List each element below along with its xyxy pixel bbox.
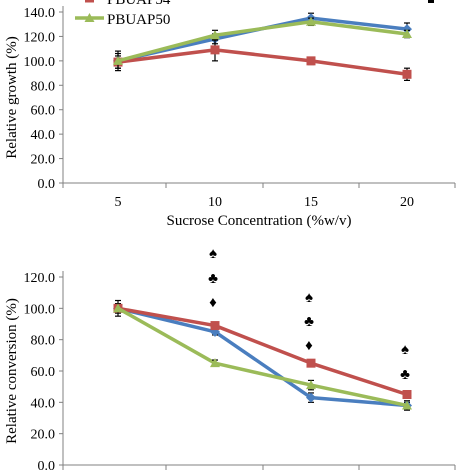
- data-point: [113, 303, 123, 313]
- data-point: [210, 321, 220, 331]
- annotation-symbol: ♠: [401, 342, 409, 358]
- series-line: [117, 48, 408, 77]
- x-tick-label: 15: [304, 195, 318, 210]
- annotation-symbol: ♠: [305, 290, 313, 306]
- data-point: [113, 55, 123, 65]
- series-line: [117, 306, 408, 397]
- legend-label: PBUAP54: [107, 0, 171, 8]
- y-axis-label: Relative conversion (%): [4, 298, 20, 444]
- y-tick-label: 120.0: [24, 271, 56, 286]
- data-point: [306, 392, 316, 403]
- annotation-symbol: ♦: [209, 295, 217, 311]
- series-2: [113, 38, 412, 82]
- y-tick-label: 80.0: [31, 79, 56, 94]
- data-point: [306, 358, 316, 368]
- data-point: [306, 56, 316, 66]
- data-point: [210, 30, 220, 40]
- x-tick-label: 20: [400, 195, 414, 210]
- y-tick-label: 140.0: [24, 6, 56, 21]
- annotation-symbol: ♣: [208, 271, 218, 287]
- y-tick-label: 0.0: [38, 177, 56, 192]
- annotation-symbol: ♣: [304, 314, 314, 330]
- growth-chart: 0.0 20.0 40.0 60.0 80.0 100.0 120.0 140.0 5 10 15 2…: [4, 0, 456, 229]
- series-1: [113, 303, 412, 411]
- legend: PBUAP54 PBUAP50: [75, 0, 434, 28]
- data-point: [402, 69, 412, 79]
- y-tick-label: 80.0: [31, 334, 56, 349]
- data-point: [210, 45, 220, 55]
- legend-fragment: [428, 0, 434, 3]
- series-line: [117, 20, 408, 63]
- series-line: [117, 306, 408, 408]
- series-3: [113, 299, 412, 411]
- y-tick-label: 100.0: [24, 302, 56, 317]
- y-tick-label: 20.0: [31, 153, 56, 168]
- annotations: ♠ ♣ ♦ ♠ ♣ ♦ ♠ ♣: [208, 246, 410, 383]
- y-tick-label: 20.0: [31, 428, 56, 443]
- series-line: [117, 306, 408, 408]
- data-point: [210, 358, 220, 368]
- y-tick-label: 0.0: [38, 459, 56, 474]
- x-tick-label: 10: [208, 195, 222, 210]
- x-tick-label: 5: [115, 195, 122, 210]
- y-tick-label: 60.0: [31, 365, 56, 380]
- annotation-symbol: ♠: [209, 246, 217, 262]
- y-tick-label: 60.0: [31, 104, 56, 119]
- x-axis-label: Sucrose Concentration (%w/v): [167, 213, 352, 229]
- y-tick-label: 40.0: [31, 128, 56, 143]
- y-tick-label: 40.0: [31, 396, 56, 411]
- y-axis-label: Relative growth (%): [4, 36, 20, 158]
- legend-marker: [85, 0, 94, 3]
- data-point: [402, 28, 412, 38]
- annotation-symbol: ♦: [305, 338, 313, 354]
- data-point: [402, 400, 412, 410]
- data-point: [402, 390, 412, 399]
- data-point: [306, 380, 316, 390]
- y-tick-label: 100.0: [24, 55, 56, 70]
- legend-marker: [84, 13, 95, 22]
- y-tick-label: 120.0: [24, 30, 56, 45]
- conversion-chart: 0.0 20.0 40.0 60.0 80.0 100.0 120.0 Relative co…: [4, 246, 456, 474]
- series-3: [113, 16, 412, 72]
- data-point: [306, 16, 316, 26]
- annotation-symbol: ♣: [400, 367, 410, 383]
- legend-label: PBUAP50: [107, 12, 170, 28]
